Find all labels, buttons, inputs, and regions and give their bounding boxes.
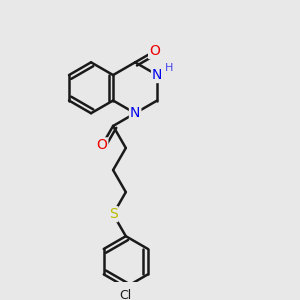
- Text: O: O: [97, 138, 107, 152]
- Text: Cl: Cl: [120, 289, 132, 300]
- Text: N: N: [130, 106, 140, 120]
- Text: S: S: [109, 207, 118, 221]
- Text: O: O: [149, 44, 160, 58]
- Text: N: N: [152, 68, 162, 82]
- Text: H: H: [165, 63, 173, 74]
